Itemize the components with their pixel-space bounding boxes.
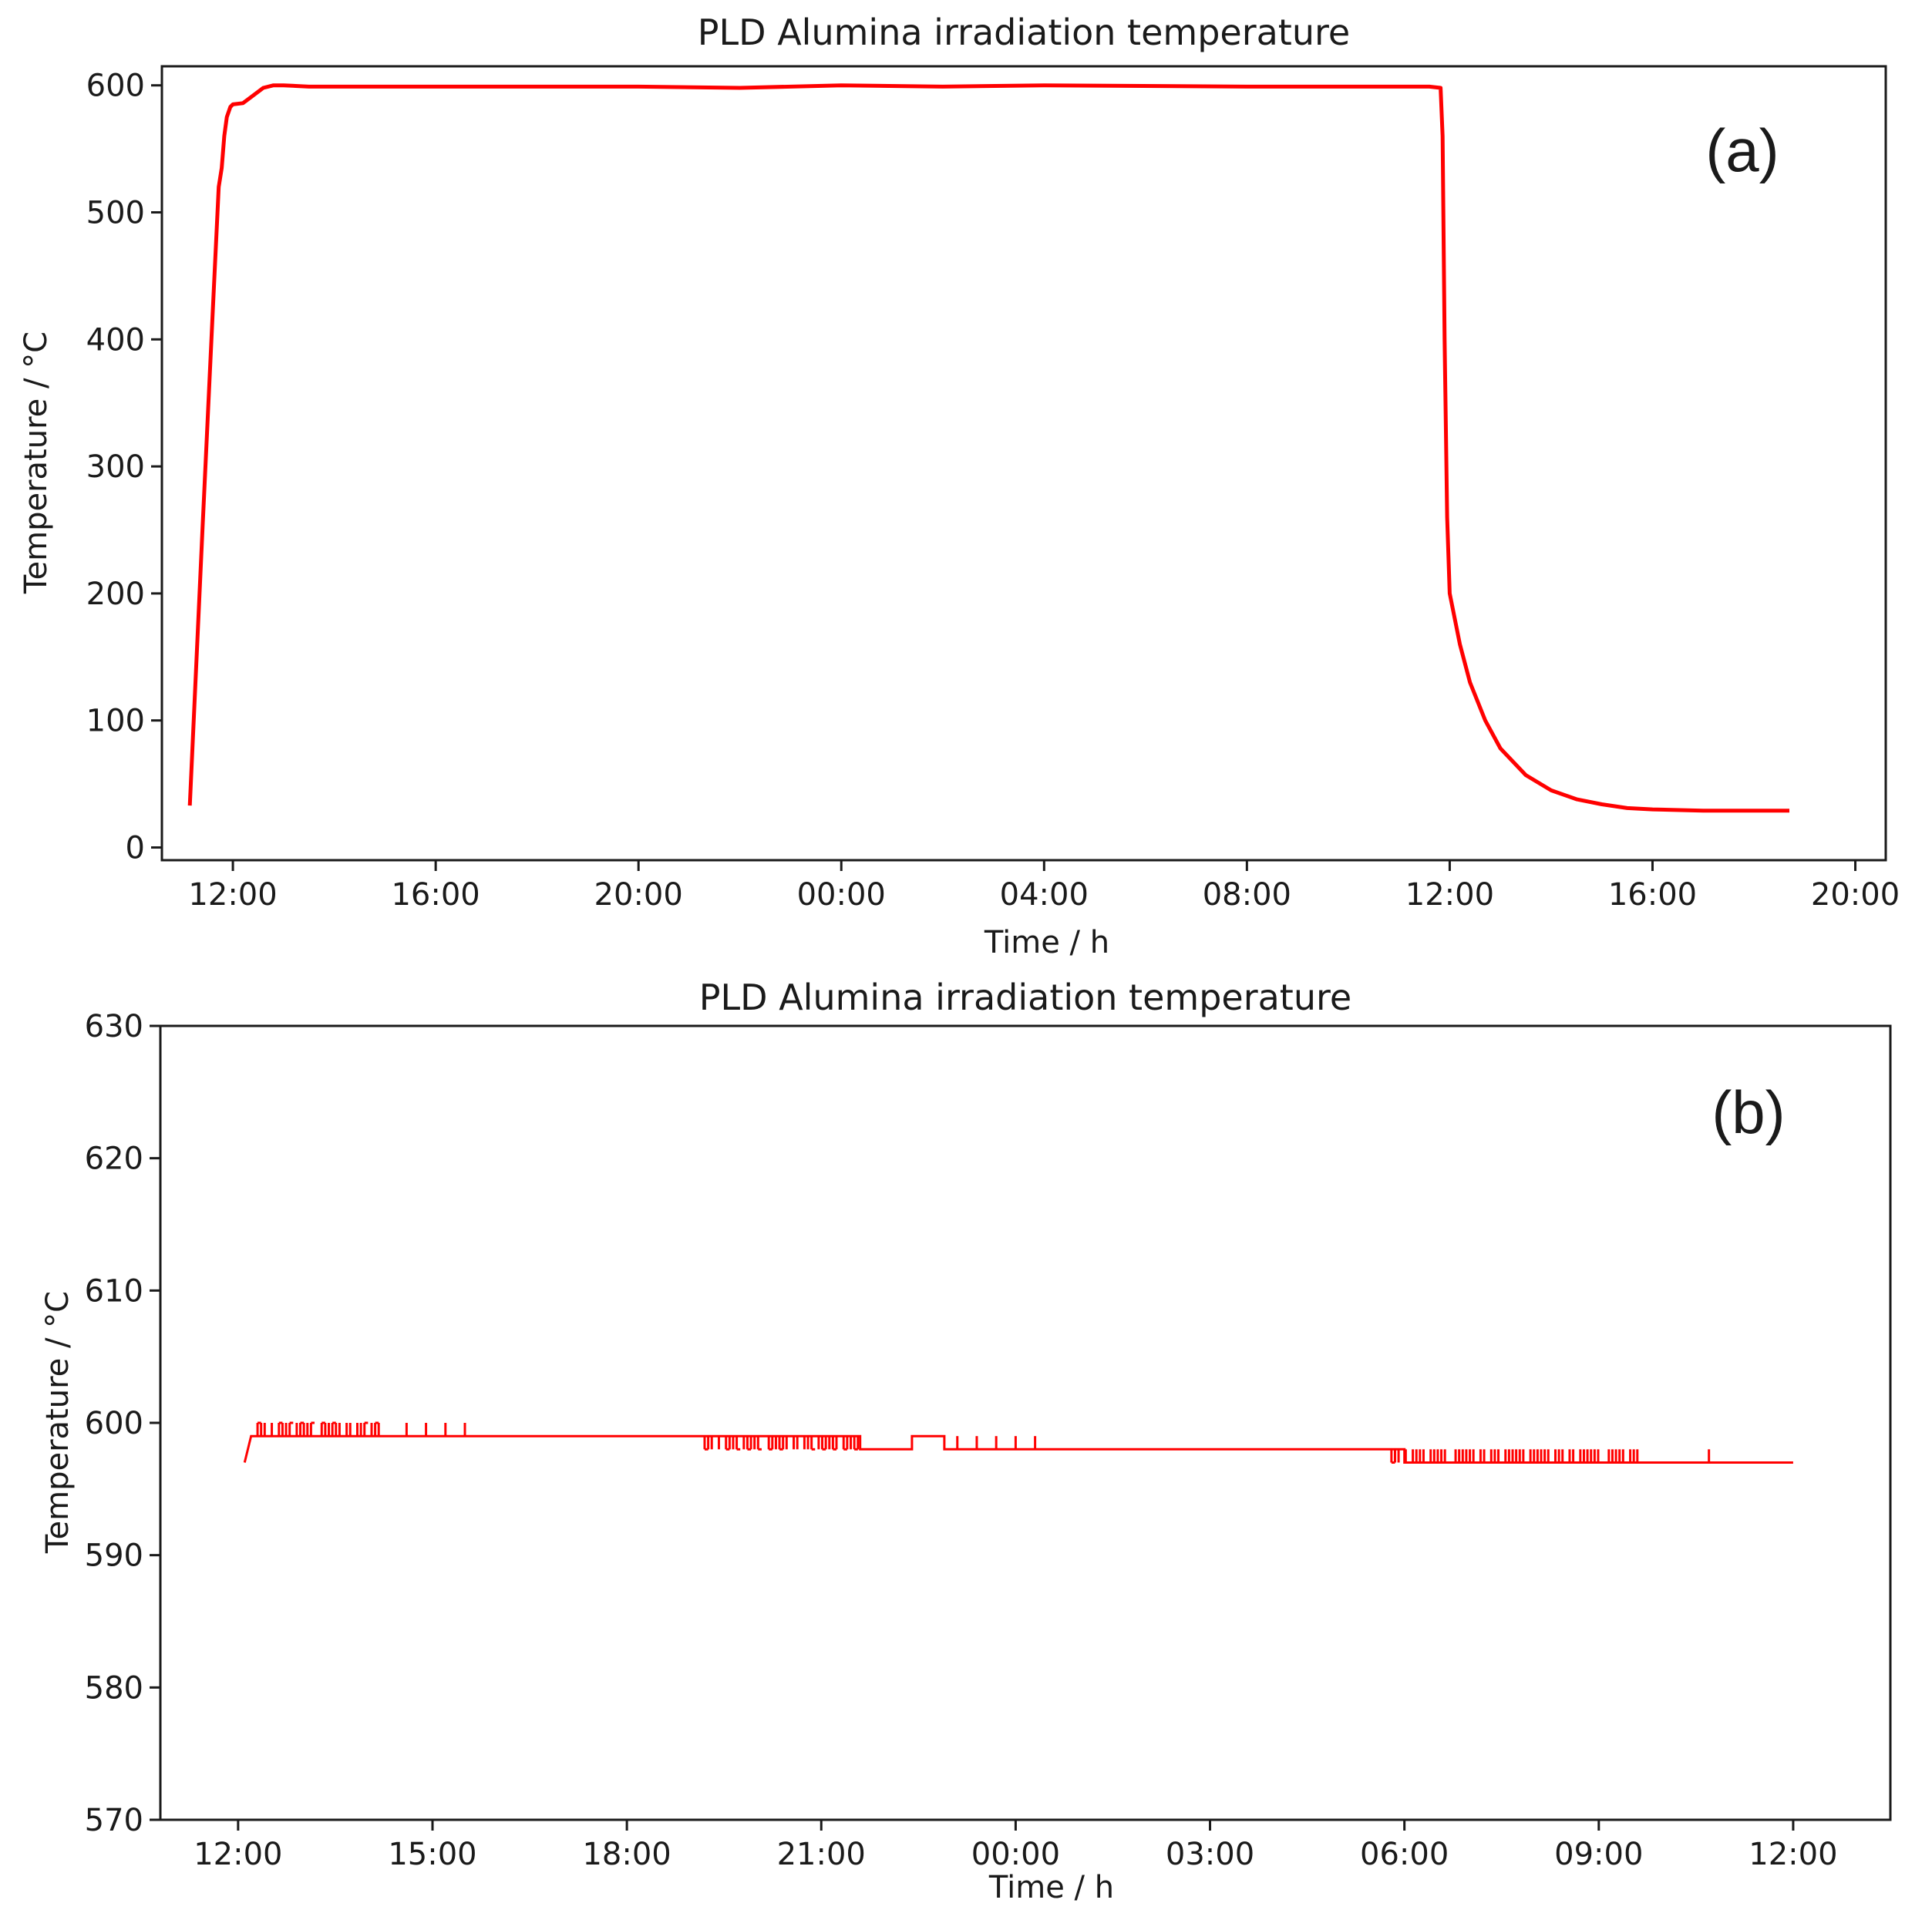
chart-b-x-axis-label: Time / h — [988, 1870, 1114, 1905]
chart-b-title: PLD Alumina irradiation temperature — [699, 977, 1351, 1018]
x-tick-label: 20:00 — [594, 877, 683, 913]
x-tick-label: 04:00 — [1000, 877, 1089, 913]
x-tick-label: 16:00 — [1608, 877, 1697, 913]
y-tick-label: 200 — [86, 577, 145, 612]
figure: PLD Alumina irradiation temperature 12:0… — [0, 0, 1932, 1920]
x-tick-label: 06:00 — [1360, 1837, 1449, 1872]
x-tick-label: 00:00 — [971, 1837, 1060, 1872]
y-tick-label: 300 — [86, 449, 145, 485]
chart-a-x-ticks: 12:00 16:00 20:00 00:00 04:00 08:00 12:00 16:00… — [188, 860, 1900, 913]
x-tick-label: 21:00 — [777, 1837, 866, 1872]
chart-b-y-ticks: 570 580 590 600 610 620 630 — [85, 1009, 160, 1838]
chart-a-y-ticks: 0 100 200 300 400 500 600 — [86, 69, 162, 866]
chart-b-y-axis-label: Temperature / °C — [40, 1291, 76, 1554]
y-tick-label: 620 — [85, 1142, 143, 1177]
y-tick-label: 500 — [86, 196, 145, 231]
chart-b-x-ticks: 12:00 15:00 18:00 21:00 00:00 03:00 06:00 09:00… — [194, 1820, 1837, 1872]
x-tick-label: 12:00 — [188, 877, 277, 913]
y-tick-label: 580 — [85, 1670, 143, 1706]
chart-b-fluctuations — [257, 1423, 1709, 1463]
x-tick-label: 03:00 — [1166, 1837, 1254, 1872]
chart-a-y-axis-label: Temperature / °C — [19, 331, 54, 594]
chart-b-plot-frame — [160, 1026, 1890, 1820]
chart-panel-a: PLD Alumina irradiation temperature 12:0… — [19, 12, 1900, 960]
x-tick-label: 12:00 — [1749, 1837, 1837, 1872]
y-tick-label: 590 — [85, 1538, 143, 1574]
x-tick-label: 12:00 — [1405, 877, 1494, 913]
chart-a-panel-label: (a) — [1705, 116, 1779, 184]
y-tick-label: 400 — [86, 322, 145, 358]
chart-a-x-axis-label: Time / h — [984, 925, 1109, 960]
x-tick-label: 12:00 — [194, 1837, 282, 1872]
x-tick-label: 08:00 — [1203, 877, 1291, 913]
y-tick-label: 100 — [86, 704, 145, 739]
y-tick-label: 600 — [86, 69, 145, 104]
x-tick-label: 16:00 — [391, 877, 480, 913]
chart-b-panel-label: (b) — [1712, 1078, 1785, 1146]
chart-panel-b: PLD Alumina irradiation temperature 12:0… — [40, 977, 1890, 1905]
y-tick-label: 610 — [85, 1273, 143, 1309]
y-tick-label: 630 — [85, 1009, 143, 1044]
y-tick-label: 570 — [85, 1803, 143, 1838]
x-tick-label: 20:00 — [1811, 877, 1900, 913]
chart-b-series-line — [244, 1436, 1793, 1462]
x-tick-label: 09:00 — [1554, 1837, 1643, 1872]
chart-a-plot-frame — [162, 66, 1886, 860]
y-tick-label: 600 — [85, 1406, 143, 1441]
chart-a-series-line — [190, 86, 1789, 811]
x-tick-label: 18:00 — [582, 1837, 671, 1872]
chart-a-title: PLD Alumina irradiation temperature — [698, 12, 1350, 53]
y-tick-label: 0 — [126, 831, 145, 866]
x-tick-label: 00:00 — [797, 877, 886, 913]
x-tick-label: 15:00 — [388, 1837, 476, 1872]
